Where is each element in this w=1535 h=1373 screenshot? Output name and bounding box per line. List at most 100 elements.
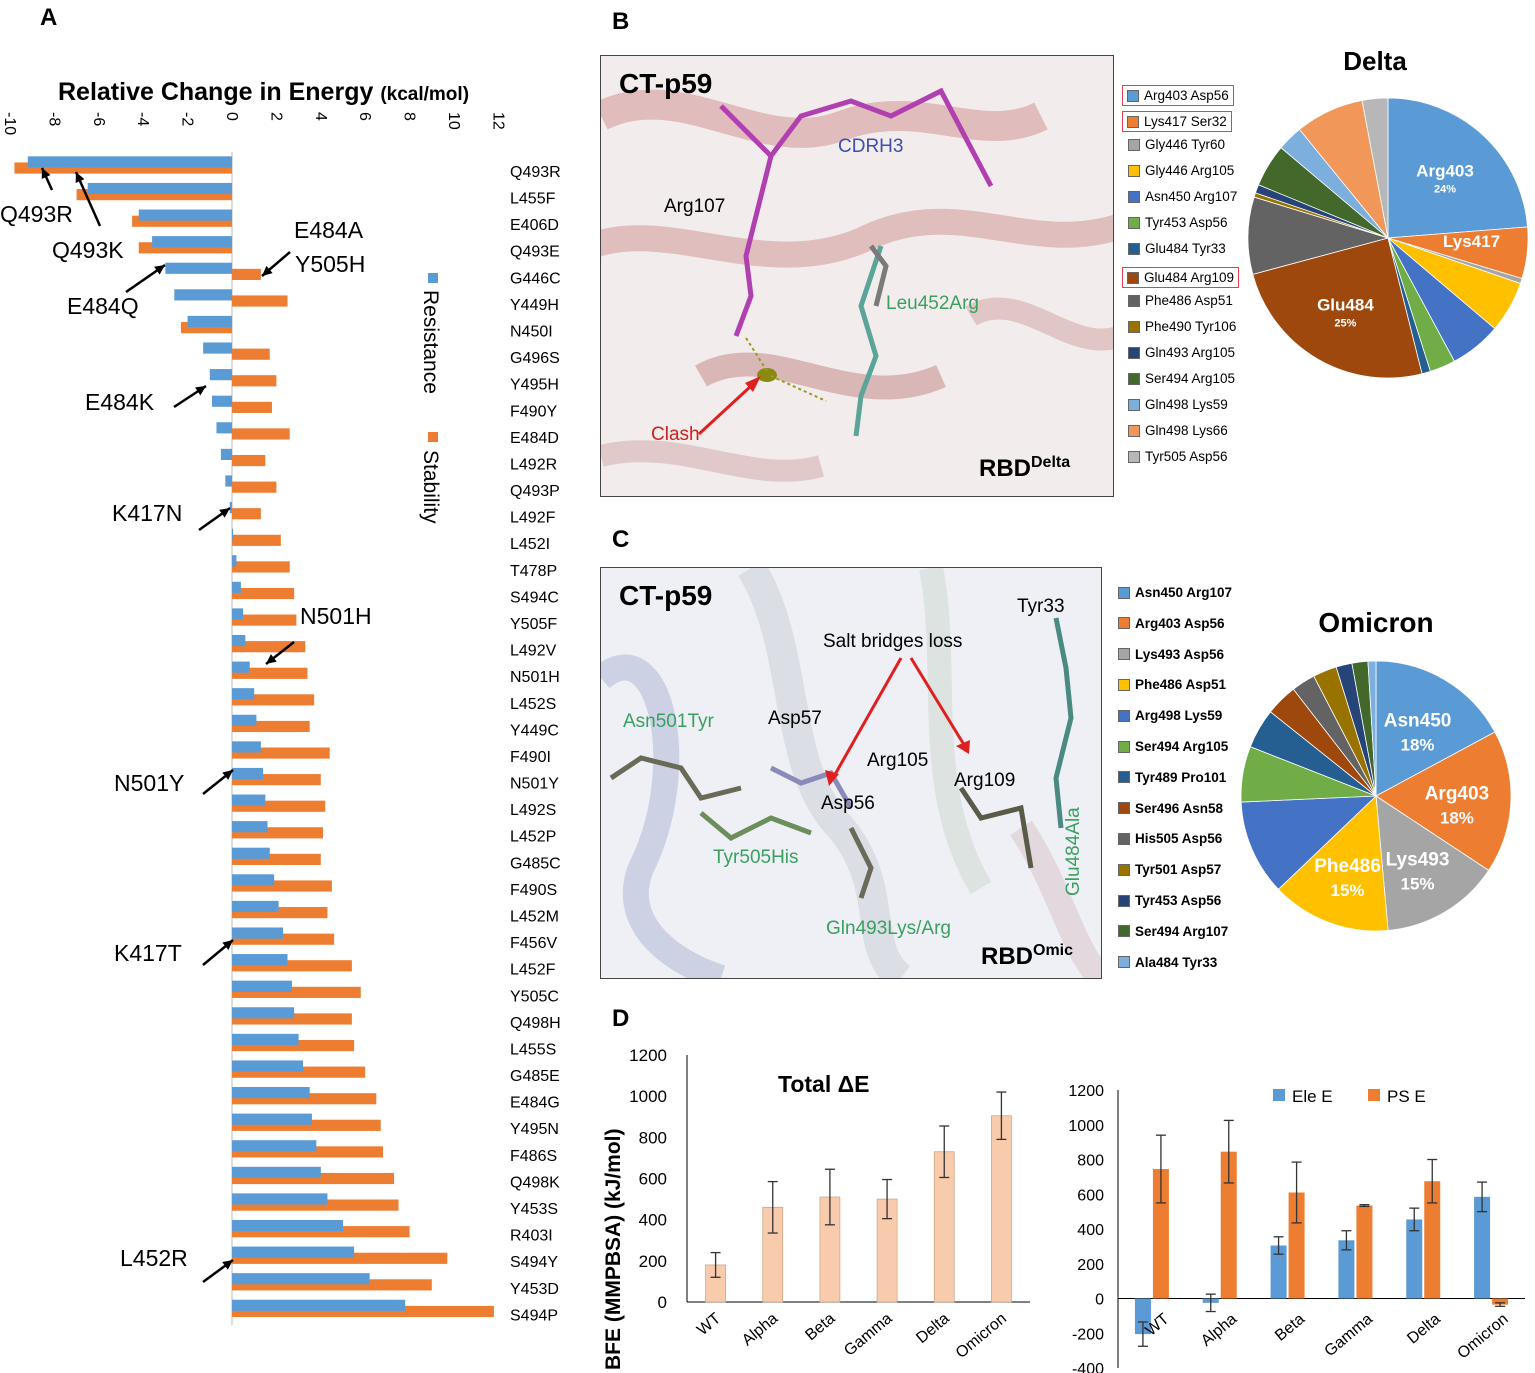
label-asp56: Asp56: [821, 793, 875, 814]
legend-ele-label: Ele E: [1292, 1087, 1333, 1106]
x-category-label: Beta: [1272, 1310, 1308, 1344]
legend-swatch: [1118, 678, 1130, 691]
category-label: Q493R: [510, 164, 561, 181]
panel-d-bar-charts: BFE (MMPBSA) (kJ/mol) Total ΔE 0 200 400 60…: [602, 1046, 1525, 1373]
pie-slice-label: Lys493: [1386, 850, 1450, 871]
legend-item: Gln498 Lys59: [1128, 397, 1228, 412]
stability-bar: [232, 986, 361, 998]
legend-label: Gly446 Tyr60: [1145, 137, 1226, 152]
panel-b-structure-image: CT-p59 CDRH3 Arg107 Leu452Arg Clash RBDD…: [600, 55, 1114, 497]
stability-bar: [232, 800, 326, 812]
ele-energy-bar: [1270, 1245, 1287, 1299]
ele-energy-bar: [1338, 1240, 1355, 1299]
stability-bar: [232, 1013, 352, 1025]
resistance-bar: [232, 980, 292, 992]
category-label: Y505F: [510, 616, 557, 633]
annotation-arrowhead: [41, 168, 51, 179]
legend-item: Tyr453 Asp56: [1118, 893, 1221, 908]
resistance-bar: [229, 502, 232, 514]
pie-slice-percent: 15%: [1331, 881, 1365, 900]
label-glu484ala: Glu484Ala: [1063, 807, 1084, 896]
mutation-annotation: K417N: [112, 500, 182, 526]
legend-label: Asn450 Arg107: [1135, 585, 1233, 600]
resistance-bar: [232, 608, 244, 620]
category-label: L452P: [510, 829, 556, 846]
legend-label: Asn450 Arg107: [1145, 189, 1238, 204]
mutation-annotation: E484K: [85, 389, 155, 415]
legend-label: Arg498 Lys59: [1135, 708, 1223, 724]
category-label: L492R: [510, 456, 557, 473]
legend-swatch: [1118, 863, 1130, 876]
x-tick-label: -10: [1, 112, 18, 135]
y-tick-label: 1000: [629, 1087, 667, 1106]
legend-item: Lys493 Asp56: [1118, 647, 1224, 662]
resistance-bar: [232, 1219, 343, 1232]
y-tick-label: 400: [1077, 1222, 1104, 1239]
ps-energy-bar: [1152, 1169, 1169, 1299]
resistance-bar: [232, 1087, 310, 1099]
stability-bar: [232, 933, 335, 945]
resistance-bar: [138, 209, 232, 221]
category-label: Y449C: [510, 722, 559, 739]
category-label: G485E: [510, 1068, 560, 1085]
ps-energy-bar: [1492, 1298, 1509, 1305]
resistance-bar: [232, 954, 288, 966]
resistance-bar: [152, 236, 232, 248]
panel-d-ylabel: BFE (MMPBSA) (kJ/mol): [602, 1129, 625, 1371]
resistance-bar: [232, 1007, 295, 1019]
legend-item: Gly446 Tyr60: [1128, 137, 1225, 152]
pie-slice-label: Asn450: [1384, 710, 1452, 731]
resistance-bar: [232, 1140, 317, 1152]
mutation-annotation: E484A: [294, 217, 364, 243]
legend-swatch: [1128, 346, 1140, 359]
legend-label: Tyr489 Pro101: [1135, 769, 1227, 785]
legend-item: Ala484 Tyr33: [1118, 955, 1217, 970]
stability-bar: [232, 1305, 494, 1318]
legend-swatch: [1128, 294, 1140, 307]
resistance-bar: [232, 661, 250, 673]
category-label: F490I: [510, 749, 551, 766]
resistance-bar: [232, 1060, 304, 1072]
legend-label: Tyr453 Asp56: [1135, 893, 1222, 908]
ps-energy-bar: [1220, 1151, 1237, 1299]
legend-label: Phe486 Asp51: [1135, 677, 1227, 693]
legend-swatch: [1118, 740, 1130, 753]
category-label: F490Y: [510, 403, 557, 420]
category-label: R403I: [510, 1228, 553, 1245]
legend-item: Glu484 Arg109: [1122, 267, 1240, 288]
legend-item: Glu484 Tyr33: [1128, 241, 1226, 256]
resistance-bar: [232, 1113, 312, 1125]
stability-bar: [232, 827, 324, 839]
annotation-arrowhead: [222, 1260, 233, 1270]
x-tick-label: 12: [489, 112, 506, 130]
legend-item: Ser494 Arg105: [1128, 371, 1235, 386]
pie-slice: [1375, 795, 1490, 931]
legend-label: Gly446 Arg105: [1145, 163, 1235, 178]
mutation-annotation: N501Y: [114, 770, 184, 796]
legend-swatch: [1128, 450, 1140, 463]
pie-slice-percent: 18%: [1401, 735, 1435, 754]
legend-item: Lys417 Ser32: [1122, 111, 1232, 132]
stability-bar: [232, 1119, 381, 1131]
legend-swatch: [1128, 242, 1140, 255]
stability-bar: [14, 162, 232, 174]
y-tick-label: 200: [1077, 1257, 1104, 1274]
category-label: G485C: [510, 855, 561, 872]
x-tick-label: -6: [90, 112, 107, 126]
y-tick-label: 0: [658, 1293, 667, 1312]
resistance-bar: [232, 1299, 406, 1311]
stability-bar: [232, 1093, 377, 1105]
legend-item: Asn450 Arg107: [1128, 189, 1237, 204]
legend-label: Lys493 Asp56: [1135, 646, 1225, 662]
resistance-bar: [212, 395, 232, 407]
label-leu452arg: Leu452Arg: [886, 293, 979, 314]
label-asn501tyr: Asn501Tyr: [623, 711, 714, 732]
legend-swatch: [1128, 190, 1140, 203]
label-clash: Clash: [651, 424, 700, 445]
legend-label: Ser494 Arg105: [1135, 739, 1229, 754]
pie-slice-percent: 25%: [1334, 317, 1356, 329]
pie-slice-percent: 18%: [1440, 809, 1474, 828]
annotation-arrowhead: [154, 265, 165, 275]
pie-slice-label: Arg403: [1416, 161, 1474, 180]
legend-item: Tyr505 Asp56: [1128, 449, 1228, 464]
